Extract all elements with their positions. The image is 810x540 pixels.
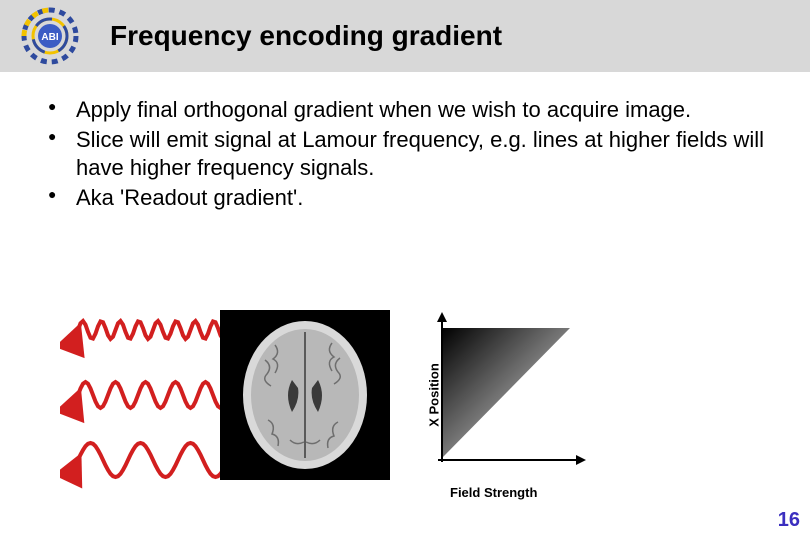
slide-title: Frequency encoding gradient	[110, 20, 502, 52]
slide-body: Apply final orthogonal gradient when we …	[0, 72, 810, 213]
page-number: 16	[778, 509, 800, 532]
logo-text: ABI	[41, 32, 58, 43]
chart-x-label: Field Strength	[450, 485, 537, 500]
bullet-item: Apply final orthogonal gradient when we …	[48, 96, 778, 124]
abi-logo: ABI	[18, 4, 82, 68]
bullet-list: Apply final orthogonal gradient when we …	[48, 96, 778, 213]
bullet-item: Aka 'Readout gradient'.	[48, 184, 778, 212]
illustration-region: X Position Field Strength	[60, 300, 600, 500]
gradient-chart: X Position Field Strength	[420, 310, 590, 480]
brain-slice-image	[220, 310, 390, 480]
bullet-item: Slice will emit signal at Lamour frequen…	[48, 126, 778, 182]
slide-header: ABI Frequency encoding gradient	[0, 0, 810, 72]
chart-y-label: X Position	[426, 363, 441, 427]
